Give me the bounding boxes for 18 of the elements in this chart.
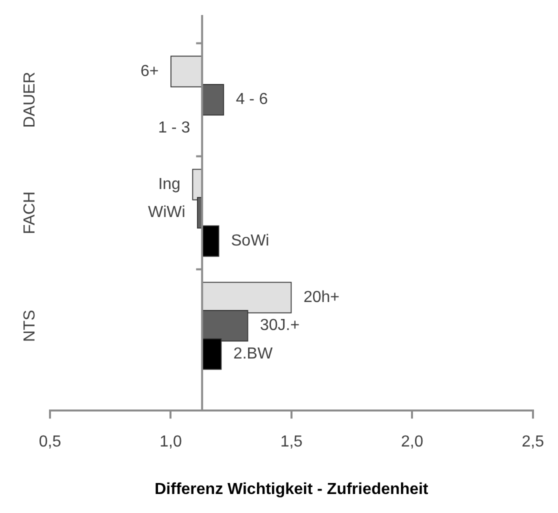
y-tick-label: SoWi xyxy=(231,232,270,250)
x-tick-label: 2,5 xyxy=(522,434,544,451)
y-tick-label: 6+ xyxy=(140,62,159,80)
x-tick-label: 2,0 xyxy=(401,434,424,451)
y-tick-label: 30J.+ xyxy=(260,317,300,334)
x-tick-label: 1,5 xyxy=(280,434,303,451)
text: NTS xyxy=(21,310,38,342)
x-tick-label: 1,0 xyxy=(160,434,182,451)
x-axis-title: Differenz Wichtigkeit - Zufriedenheit xyxy=(154,480,429,498)
y-tick-label: Ing xyxy=(158,176,180,193)
text: FACH xyxy=(21,191,38,234)
y-tick-label: 2.BW xyxy=(233,345,274,362)
y-tick-label: WiWi xyxy=(148,204,186,222)
x-tick-label: 0,5 xyxy=(38,434,62,451)
y-tick-label: 20h+ xyxy=(303,288,340,306)
y-tick-label: 4 - 6 xyxy=(236,91,268,108)
y-tick-label: 1 - 3 xyxy=(158,119,190,136)
text: DAUER xyxy=(21,72,38,128)
